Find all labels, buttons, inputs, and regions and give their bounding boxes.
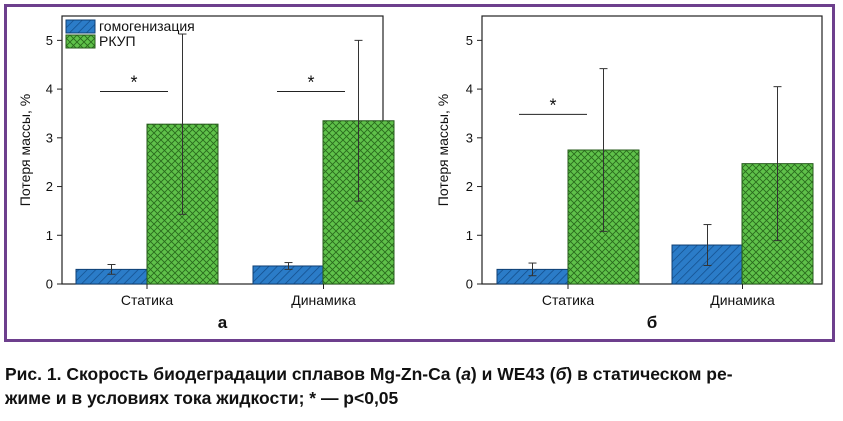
y-tick-label-a-1: 1: [46, 228, 53, 243]
significance-star-a-0: *: [130, 73, 137, 93]
figure-frame: [4, 4, 835, 342]
caption-ital-b: б: [555, 364, 567, 384]
caption-prefix: Рис. 1. Скорость биодеградации сплавов M…: [5, 364, 462, 384]
y-tick-label-b-1: 1: [466, 228, 473, 243]
x-category-label-a-1: Динамика: [291, 292, 356, 308]
chart-panel-a: 0 1 2 3 4 5 Потеря массы, % Статика Динамика * * а г…: [17, 15, 395, 332]
x-category-label-b-0: Статика: [542, 292, 595, 308]
y-tick-label-b-0: 0: [466, 277, 473, 292]
figure-caption: Рис. 1. Скорость биодеградации сплавов M…: [5, 362, 835, 410]
legend-swatch-1: [65, 34, 96, 49]
y-tick-label-a-4: 4: [46, 82, 53, 97]
significance-star-a-1: *: [307, 73, 314, 93]
caption-mid: ) и WE43 (: [470, 364, 556, 384]
legend-swatch-0: [65, 19, 96, 34]
chart-panel-b: 0 1 2 3 4 5 Потеря массы, % Статика Динамика * б: [435, 15, 823, 332]
panel-label-a: а: [218, 313, 228, 332]
y-axis-title-b: Потеря массы, %: [435, 94, 451, 206]
plot-area-frame-b: [481, 15, 823, 285]
y-axis-title-a: Потеря массы, %: [17, 94, 33, 206]
panel-label-b: б: [647, 313, 658, 332]
x-category-label-a-0: Статика: [121, 292, 174, 308]
caption-ital-a: а: [461, 364, 471, 384]
y-tick-label-a-3: 3: [46, 130, 53, 145]
legend-label-1: РКУП: [99, 33, 136, 49]
legend-label-0: гомогенизация: [99, 18, 195, 34]
charts-svg: 0 1 2 3 4 5 Потеря массы, % Статика Динамика * * а г…: [17, 15, 823, 332]
x-category-label-b-1: Динамика: [710, 292, 775, 308]
y-tick-label-b-5: 5: [466, 33, 473, 48]
y-tick-label-b-2: 2: [466, 179, 473, 194]
y-tick-label-b-4: 4: [466, 82, 473, 97]
y-tick-label-a-5: 5: [46, 33, 53, 48]
y-tick-label-a-2: 2: [46, 179, 53, 194]
y-tick-label-b-3: 3: [466, 130, 473, 145]
caption-line2: жиме и в условиях тока жидкости; * — p<0…: [5, 388, 399, 408]
caption-suffix: ) в статическом ре-: [566, 364, 733, 384]
y-tick-label-a-0: 0: [46, 277, 53, 292]
significance-star-b-0: *: [549, 95, 556, 115]
